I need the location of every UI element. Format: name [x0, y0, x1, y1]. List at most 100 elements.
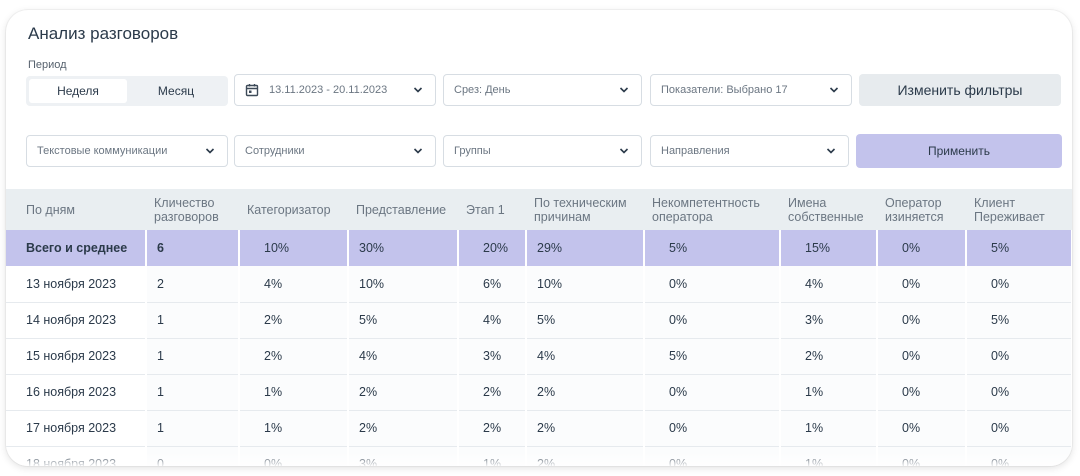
column-header-client-worries[interactable]: Клиент Переживает [966, 189, 1072, 230]
table-cell: 0% [877, 266, 967, 303]
table-cell: 1% [780, 446, 878, 466]
table-row[interactable]: 18 ноября 2023 0 0% 3% 1% 2% 0% 1% 0% 0% [6, 446, 1072, 466]
table-cell: 0% [877, 374, 967, 411]
table-cell: 2% [239, 338, 349, 375]
table-cell: 0 [146, 446, 240, 466]
table-cell: 0% [966, 266, 1072, 303]
date-range-picker[interactable]: 13.11.2023 - 20.11.2023 [234, 74, 436, 106]
table-cell: 1 [146, 374, 240, 411]
column-header-day[interactable]: По дням [6, 189, 146, 230]
table-cell: 10% [526, 266, 645, 303]
table-cell: 1% [239, 374, 349, 411]
period-month-option[interactable]: Месяц [157, 84, 195, 98]
column-header-proper-names[interactable]: Имена собственные [780, 189, 877, 230]
table-cell: 0% [966, 410, 1072, 447]
table-header-row: По дням Кличество разговоров Категоризат… [6, 189, 1072, 230]
table-row[interactable]: 16 ноября 2023 1 1% 2% 2% 2% 0% 1% 0% 0% [6, 374, 1072, 411]
metrics-value: Показатели: Выбрано 17 [661, 84, 788, 96]
groups-select[interactable]: Группы [443, 135, 642, 167]
table-total-row: Всего и среднее 6 10% 30% 20% 29% 5% 15%… [6, 230, 1072, 266]
chevron-down-icon [619, 87, 629, 93]
column-header-count[interactable]: Кличество разговоров [146, 189, 239, 230]
column-header-technical[interactable]: По техническим причинам [526, 189, 644, 230]
table-cell: 0% [644, 266, 781, 303]
column-header-stage1[interactable]: Этап 1 [458, 189, 526, 230]
page-title: Анализ разговоров [28, 24, 179, 43]
date-range-value: 13.11.2023 - 20.11.2023 [269, 84, 388, 96]
chevron-down-icon [413, 148, 423, 154]
table-cell: 1% [780, 410, 878, 447]
table-cell: 1% [239, 410, 349, 447]
table-cell: 1 [146, 302, 240, 339]
table-cell: Всего и среднее [6, 230, 147, 266]
table-cell: 0% [877, 302, 967, 339]
table-cell: 2% [526, 374, 645, 411]
apply-button[interactable]: Применить [856, 134, 1062, 168]
chevron-down-icon [829, 87, 839, 93]
slice-select[interactable]: Срез: День [443, 74, 642, 106]
table-cell: 2% [526, 410, 645, 447]
table-row[interactable]: 14 ноября 2023 1 2% 5% 4% 5% 0% 3% 0% 5% [6, 302, 1072, 339]
table-cell: 14 ноября 2023 [6, 302, 147, 339]
table-cell: 2% [780, 338, 878, 375]
table-cell: 5% [966, 230, 1072, 266]
table-cell: 2% [239, 302, 349, 339]
table-cell: 0% [644, 302, 781, 339]
table-cell: 0% [644, 410, 781, 447]
channel-value: Текстовые коммуникации [37, 145, 168, 157]
table-cell: 4% [239, 266, 349, 303]
employees-value: Сотрудники [245, 145, 305, 157]
table-cell: 1 [146, 338, 240, 375]
table-cell: 0% [877, 410, 967, 447]
table-cell: 5% [526, 302, 645, 339]
table-cell: 3% [780, 302, 878, 339]
chevron-down-icon [205, 148, 215, 154]
table-cell: 17 ноября 2023 [6, 410, 147, 447]
table-cell: 2% [348, 410, 459, 447]
table-row[interactable]: 15 ноября 2023 1 2% 4% 3% 4% 5% 2% 0% 0% [6, 338, 1072, 375]
table-cell: 5% [348, 302, 459, 339]
table-cell: 15% [780, 230, 878, 266]
change-filters-button[interactable]: Изменить фильтры [859, 74, 1061, 106]
table-cell: 10% [239, 230, 349, 266]
column-header-incompetence[interactable]: Некомпетентность оператора [644, 189, 780, 230]
period-week-option[interactable]: Неделя [29, 79, 127, 103]
table-cell: 0% [966, 338, 1072, 375]
table-row[interactable]: 13 ноября 2023 2 4% 10% 6% 10% 0% 4% 0% 0% [6, 266, 1072, 303]
table-cell: 1 [146, 410, 240, 447]
table-cell: 2% [348, 374, 459, 411]
table-cell: 0% [966, 446, 1072, 466]
chevron-down-icon [619, 148, 629, 154]
chevron-down-icon [413, 87, 423, 93]
table-cell: 1% [458, 446, 527, 466]
metrics-select[interactable]: Показатели: Выбрано 17 [650, 74, 852, 106]
table-cell: 18 ноября 2023 [6, 446, 147, 466]
period-label: Период [28, 59, 67, 71]
table-cell: 2 [146, 266, 240, 303]
column-header-presentation[interactable]: Представление [348, 189, 458, 230]
slice-value: Срез: День [454, 84, 511, 96]
table-cell: 29% [526, 230, 645, 266]
column-header-categorizer[interactable]: Категоризатор [239, 189, 348, 230]
column-header-operator-apologizes[interactable]: Оператор изиняется [877, 189, 966, 230]
table-cell: 5% [644, 338, 781, 375]
table-cell: 0% [877, 338, 967, 375]
table-cell: 0% [239, 446, 349, 466]
table-cell: 3% [348, 446, 459, 466]
table-cell: 6% [458, 266, 527, 303]
table-cell: 16 ноября 2023 [6, 374, 147, 411]
channel-select[interactable]: Текстовые коммуникации [26, 135, 228, 167]
table-cell: 4% [348, 338, 459, 375]
table-row[interactable]: 17 ноября 2023 1 1% 2% 2% 2% 0% 1% 0% 0% [6, 410, 1072, 447]
directions-select[interactable]: Направления [650, 135, 849, 167]
table-cell: 30% [348, 230, 459, 266]
table-cell: 3% [458, 338, 527, 375]
table-cell: 13 ноября 2023 [6, 266, 147, 303]
period-toggle: Неделя Месяц [26, 76, 228, 106]
chevron-down-icon [826, 148, 836, 154]
table-cell: 0% [877, 446, 967, 466]
table-cell: 0% [877, 230, 967, 266]
analysis-card: Анализ разговоров Период Неделя Месяц 13… [6, 10, 1072, 466]
employees-select[interactable]: Сотрудники [234, 135, 436, 167]
table-cell: 0% [644, 374, 781, 411]
